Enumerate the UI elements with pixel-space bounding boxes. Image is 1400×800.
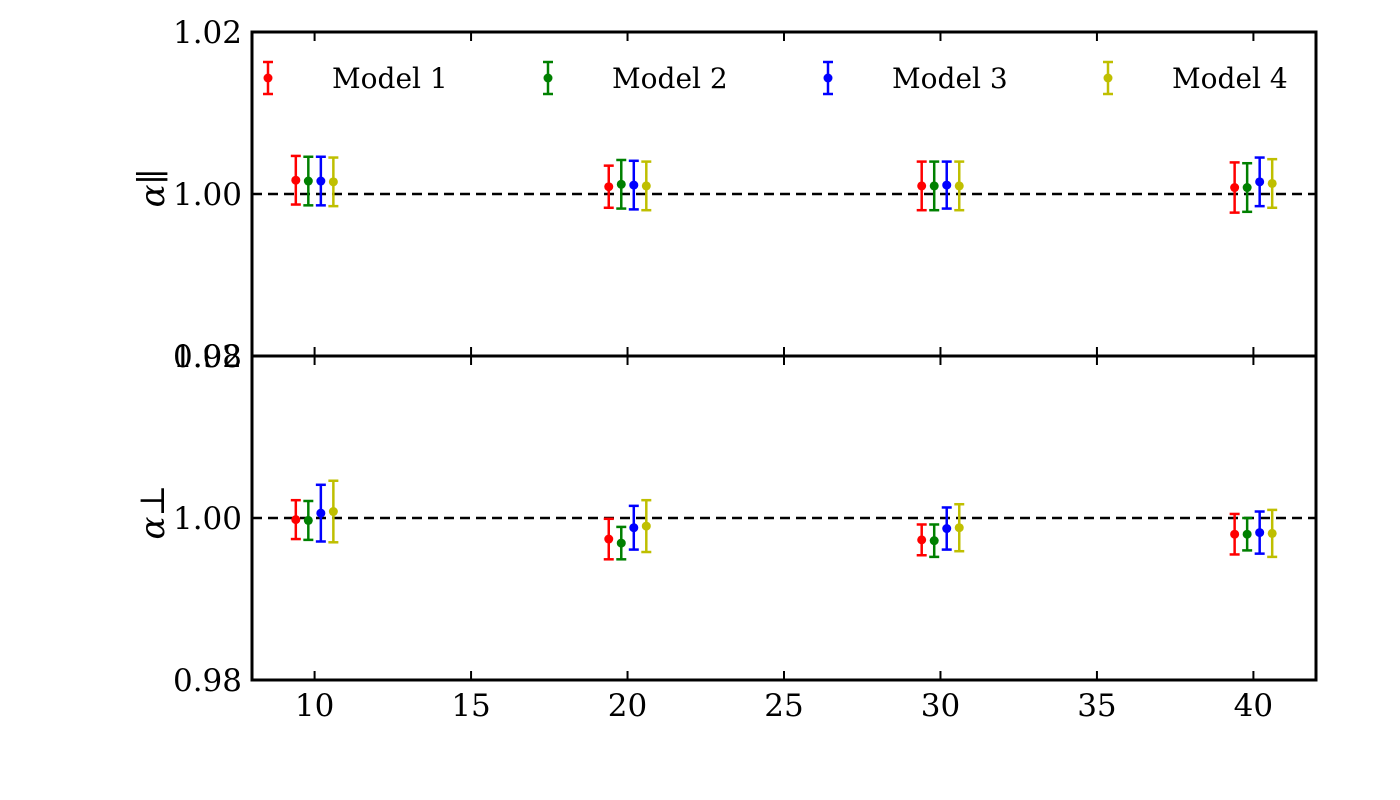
bottom-panel: 0.98 1.00 1.02 α⊥ 10 15 20 25 30 35 40 bbox=[133, 339, 1318, 724]
data-point bbox=[328, 507, 338, 517]
legend-entry: Model 1 bbox=[263, 60, 448, 96]
legend-label: Model 2 bbox=[612, 62, 728, 95]
legend-marker bbox=[1103, 73, 1113, 83]
data-point bbox=[316, 508, 326, 518]
data-point bbox=[604, 182, 614, 192]
bottom-y-tick-labels: 0.98 1.00 1.02 bbox=[173, 339, 242, 699]
y-tick-label: 1.00 bbox=[173, 177, 242, 213]
data-point bbox=[942, 524, 952, 534]
x-tick-labels: 10 15 20 25 30 35 40 bbox=[295, 688, 1273, 724]
data-point bbox=[629, 523, 639, 533]
legend-label: Model 4 bbox=[1172, 62, 1288, 95]
data-point bbox=[1255, 528, 1265, 538]
legend-label: Model 1 bbox=[332, 62, 448, 95]
legend-marker bbox=[263, 73, 273, 83]
x-tick-label: 10 bbox=[295, 688, 334, 724]
data-point bbox=[1267, 178, 1277, 188]
data-point bbox=[291, 515, 301, 525]
legend: Model 1 Model 2 Model 3 Model 4 bbox=[263, 60, 1288, 96]
data-point bbox=[1267, 528, 1277, 538]
data-point bbox=[616, 179, 626, 189]
data-point bbox=[1242, 183, 1252, 193]
y-tick-label: 1.02 bbox=[173, 15, 242, 51]
y-tick-label: 1.02 bbox=[173, 339, 242, 375]
x-tick-label: 40 bbox=[1234, 688, 1273, 724]
bottom-panel-marks bbox=[290, 479, 1278, 561]
x-tick-label: 30 bbox=[921, 688, 960, 724]
data-point bbox=[316, 176, 326, 186]
legend-entry: Model 3 bbox=[823, 60, 1008, 96]
y-tick-label: 0.98 bbox=[173, 663, 242, 699]
bottom-panel-frame bbox=[250, 354, 1318, 682]
data-point bbox=[303, 515, 313, 525]
data-point bbox=[1242, 529, 1252, 539]
legend-marker bbox=[543, 73, 553, 83]
y-tick-label: 0.98 bbox=[173, 339, 242, 375]
top-y-tick-labels: 0.98 1.00 1.02 bbox=[173, 15, 242, 375]
y-tick-label: 1.00 bbox=[173, 501, 242, 537]
data-point bbox=[328, 177, 338, 187]
data-point bbox=[1255, 177, 1265, 187]
top-panel: 0.981.001.02 α∥ Model 1 Model 2 Model 3 Mod… bbox=[133, 15, 1318, 375]
top-panel-marks bbox=[290, 154, 1278, 214]
legend-entry: Model 2 bbox=[543, 60, 728, 96]
y-axis-label-bottom: α⊥ bbox=[133, 485, 173, 540]
data-point bbox=[641, 521, 651, 531]
data-point bbox=[604, 534, 614, 544]
data-point bbox=[929, 536, 939, 546]
legend-entry: Model 4 bbox=[1103, 60, 1288, 96]
x-tick-label: 25 bbox=[764, 688, 803, 724]
data-point bbox=[616, 538, 626, 548]
data-point bbox=[942, 180, 952, 190]
data-point bbox=[641, 181, 651, 191]
x-tick-label: 35 bbox=[1077, 688, 1116, 724]
data-point bbox=[917, 535, 927, 545]
data-point bbox=[303, 176, 313, 186]
data-point bbox=[1230, 529, 1240, 539]
x-tick-label: 15 bbox=[451, 688, 490, 724]
data-point bbox=[917, 181, 927, 191]
legend-marker bbox=[823, 73, 833, 83]
data-point bbox=[954, 523, 964, 533]
data-point bbox=[291, 175, 301, 185]
data-point bbox=[954, 181, 964, 191]
x-tick-label: 20 bbox=[608, 688, 647, 724]
legend-label: Model 3 bbox=[892, 62, 1008, 95]
data-point bbox=[629, 180, 639, 190]
y-axis-label-top: α∥ bbox=[133, 169, 173, 208]
data-point bbox=[1230, 183, 1240, 193]
data-point bbox=[929, 181, 939, 191]
